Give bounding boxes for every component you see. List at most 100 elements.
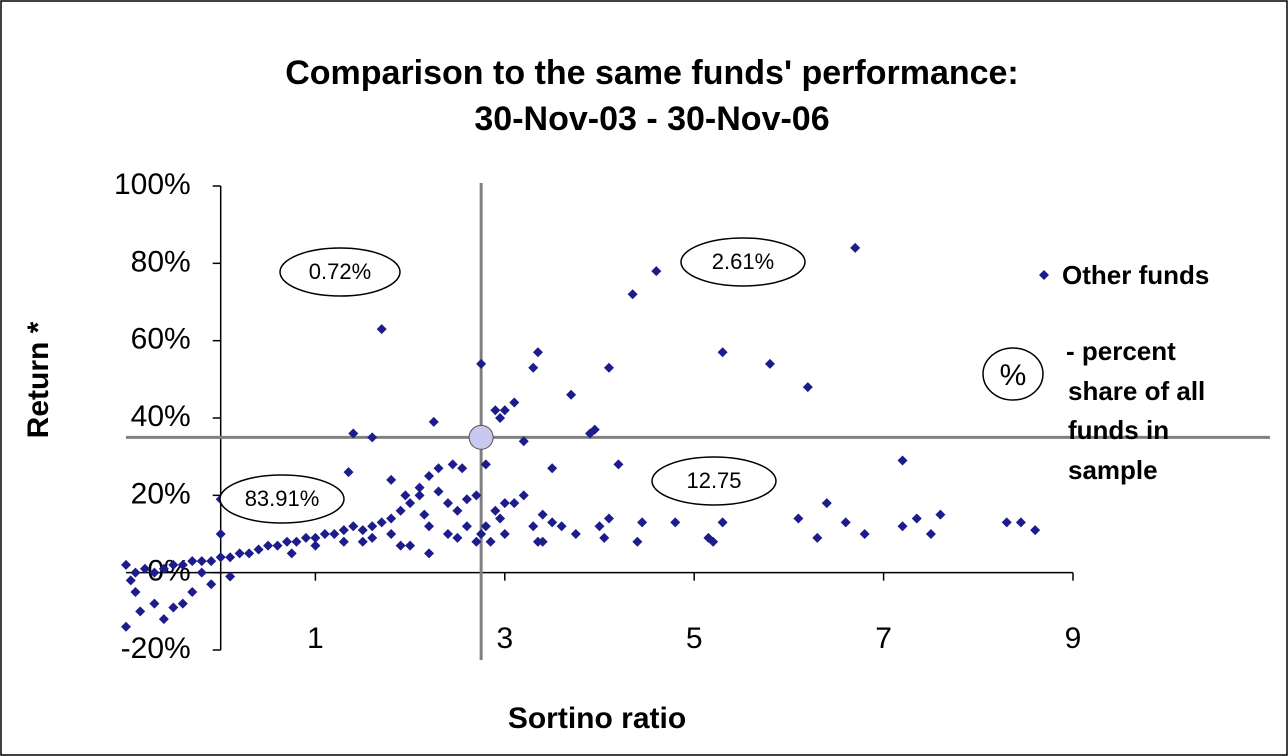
scatter-point bbox=[215, 552, 226, 563]
annotation-bubble bbox=[680, 237, 806, 287]
scatter-point bbox=[495, 413, 506, 423]
scatter-point bbox=[499, 498, 510, 509]
scatter-point bbox=[386, 474, 397, 485]
scatter-point bbox=[149, 598, 160, 609]
scatter-point bbox=[495, 513, 506, 524]
scatter-point bbox=[286, 548, 297, 559]
scatter-point bbox=[177, 598, 188, 609]
scatter-point bbox=[764, 358, 775, 369]
scatter-point bbox=[476, 529, 487, 539]
scatter-point bbox=[338, 536, 349, 547]
scatter-point bbox=[319, 529, 330, 539]
scatter-point bbox=[499, 405, 510, 416]
scatter-point bbox=[547, 463, 558, 474]
scatter-point bbox=[291, 536, 302, 547]
scatter-point bbox=[859, 529, 870, 539]
scatter-point bbox=[348, 521, 359, 532]
x-axis-label: Sortino ratio bbox=[508, 702, 686, 735]
scatter-point bbox=[206, 556, 217, 567]
scatter-point bbox=[376, 517, 387, 528]
scatter-point bbox=[187, 556, 198, 567]
scatter-point bbox=[130, 587, 141, 597]
scatter-point bbox=[130, 567, 141, 578]
legend-symbol-bubble bbox=[982, 347, 1044, 401]
x-tick-label: 3 bbox=[496, 622, 513, 655]
scatter-point bbox=[717, 347, 728, 358]
scatter-point bbox=[703, 532, 714, 543]
scatter-point bbox=[405, 540, 416, 551]
scatter-point bbox=[532, 347, 543, 358]
legend-note: share of all bbox=[1068, 376, 1205, 406]
scatter-point bbox=[424, 521, 435, 532]
scatter-point bbox=[400, 490, 411, 501]
scatter-point bbox=[490, 405, 501, 416]
scatter-point bbox=[461, 494, 472, 505]
annotation-bubble bbox=[651, 456, 777, 506]
scatter-point bbox=[457, 463, 468, 474]
scatter-point bbox=[570, 529, 581, 539]
annotation-label: 83.91% bbox=[245, 486, 320, 511]
scatter-point bbox=[509, 397, 520, 408]
scatter-point bbox=[802, 382, 813, 393]
annotation-label: 12.75 bbox=[686, 468, 741, 493]
scatter-point bbox=[253, 544, 264, 555]
scatter-point bbox=[594, 521, 605, 532]
scatter-point bbox=[556, 521, 567, 532]
scatter-point bbox=[442, 529, 453, 539]
scatter-point bbox=[367, 432, 378, 443]
x-tick-label: 5 bbox=[686, 622, 703, 655]
scatter-point bbox=[405, 498, 416, 509]
scatter-point bbox=[935, 509, 946, 520]
scatter-point bbox=[637, 517, 648, 528]
scatter-point bbox=[1015, 517, 1026, 528]
scatter-point bbox=[215, 529, 226, 539]
scatter-point bbox=[424, 471, 435, 481]
scatter-point bbox=[670, 517, 681, 528]
scatter-point bbox=[840, 517, 851, 528]
y-axis-label: Return * bbox=[22, 321, 55, 438]
scatter-point bbox=[168, 602, 179, 613]
y-tick-label: -20% bbox=[121, 632, 191, 665]
scatter-point bbox=[528, 521, 539, 532]
scatter-point bbox=[158, 614, 169, 625]
scatter-point bbox=[537, 509, 548, 520]
scatter-point bbox=[135, 606, 146, 617]
scatter-point bbox=[518, 436, 529, 447]
scatter-point bbox=[395, 540, 406, 551]
scatter-point bbox=[485, 536, 496, 547]
scatter-point bbox=[168, 559, 179, 570]
y-tick-label: 60% bbox=[131, 323, 191, 356]
scatter-point bbox=[234, 548, 245, 559]
scatter-point bbox=[419, 509, 430, 520]
chart-title: Comparison to the same funds' performanc… bbox=[285, 54, 1019, 92]
scatter-point bbox=[452, 505, 463, 516]
scatter-point bbox=[471, 490, 482, 501]
scatter-point bbox=[310, 540, 321, 551]
scatter-point bbox=[603, 513, 614, 524]
scatter-point bbox=[447, 459, 458, 470]
scatter-point bbox=[452, 532, 463, 543]
scatter-point bbox=[461, 521, 472, 532]
scatter-point bbox=[414, 482, 425, 493]
scatter-point bbox=[187, 587, 198, 597]
scatter-point bbox=[139, 563, 150, 574]
scatter-point bbox=[509, 498, 520, 509]
scatter-point bbox=[433, 486, 444, 497]
scatter-point bbox=[476, 358, 487, 369]
scatter-point bbox=[566, 389, 577, 400]
scatter-point bbox=[850, 242, 861, 253]
scatter-point bbox=[343, 467, 354, 478]
scatter-point bbox=[1030, 525, 1041, 536]
scatter-point bbox=[125, 575, 136, 586]
scatter-point bbox=[442, 498, 453, 509]
scatter-point bbox=[225, 552, 236, 563]
scatter-point bbox=[1001, 517, 1012, 528]
annotation-label: 0.72% bbox=[309, 259, 371, 284]
y-tick-label: 20% bbox=[131, 477, 191, 510]
x-tick-label: 1 bbox=[307, 622, 324, 655]
scatter-point bbox=[499, 529, 510, 539]
highlight-point bbox=[468, 424, 494, 450]
scatter-point bbox=[897, 455, 908, 466]
scatter-point bbox=[480, 521, 491, 532]
